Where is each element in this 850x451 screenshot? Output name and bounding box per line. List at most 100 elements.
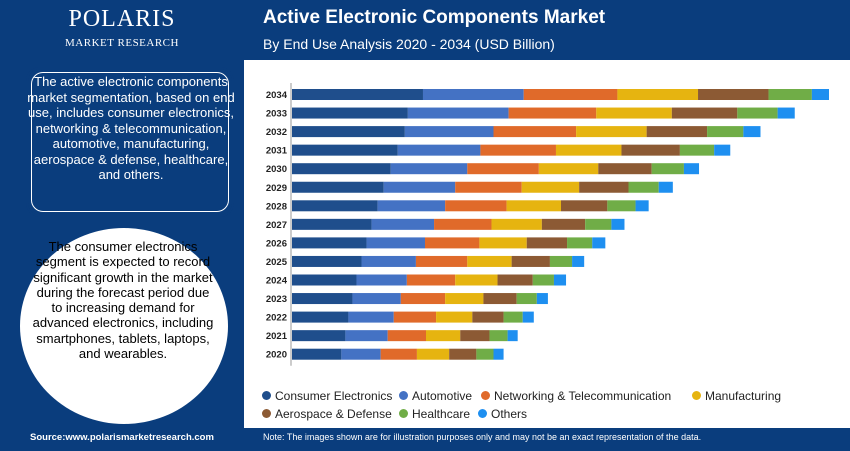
chart-subtitle: By End Use Analysis 2020 - 2034 (USD Bil…: [263, 36, 555, 52]
legend-label: Networking & Telecommunication: [494, 389, 672, 403]
bar-segment: [292, 107, 408, 119]
logo-title: POLARIS: [68, 6, 176, 32]
bar-segment: [532, 274, 554, 286]
logo: POLARIS MARKET RESEARCH: [0, 0, 244, 60]
y-tick-label: 2028: [266, 201, 287, 212]
bar-segment: [508, 107, 597, 119]
header-bar: [0, 0, 850, 60]
legend-label: Aerospace & Defense: [275, 407, 392, 421]
bar-segment: [356, 274, 407, 286]
bar-segment: [415, 255, 468, 267]
bar-segment: [567, 237, 593, 249]
bar-segment: [393, 311, 437, 323]
bar-segment: [651, 163, 684, 175]
bar-segment: [404, 126, 494, 138]
bar-segment: [292, 274, 357, 286]
bar-segment: [683, 163, 700, 175]
bar-segment: [491, 218, 542, 230]
bar-segment: [455, 274, 498, 286]
bar-segment: [348, 311, 394, 323]
bar-segment: [292, 311, 349, 323]
bar-segment: [621, 144, 680, 156]
bar-segment: [292, 255, 362, 267]
bar-segment: [425, 330, 461, 342]
bar-segment: [292, 181, 384, 193]
y-tick-label: 2026: [266, 238, 287, 249]
bar-segment: [352, 293, 401, 305]
bar-segment: [592, 237, 606, 249]
bar-segment: [292, 218, 372, 230]
stacked-bar-chart: 2034 2033 2032 2031 2030 2029 2028 2027 2026 2025…: [266, 83, 829, 366]
bar-segment: [679, 144, 715, 156]
bar-segment: [511, 255, 550, 267]
legend-marker: [399, 409, 408, 419]
legend-marker: [481, 391, 490, 401]
bar-segment: [596, 107, 672, 119]
bar-segment: [585, 218, 612, 230]
y-tick-label: 2031: [266, 146, 288, 157]
bar-segment: [397, 144, 481, 156]
y-tick-label: 2023: [266, 294, 287, 305]
bar-segment: [555, 144, 622, 156]
bar-segment: [292, 237, 367, 249]
bar-segment: [371, 218, 435, 230]
bar-segment: [607, 200, 636, 212]
bar-segment: [743, 126, 761, 138]
bar-segment: [493, 126, 577, 138]
bar-segment: [292, 348, 342, 360]
bar-segment: [497, 274, 533, 286]
bar-segment: [292, 163, 391, 175]
bar-segment: [434, 218, 492, 230]
legend-label: Automotive: [412, 389, 473, 403]
bar-segment: [424, 237, 480, 249]
bar-segment: [455, 181, 522, 193]
y-tick-label: 2033: [266, 109, 287, 120]
bar-segment: [617, 89, 699, 100]
bar-segment: [449, 348, 477, 360]
bar-segment: [436, 311, 473, 323]
bar-segment: [549, 255, 573, 267]
bar-segment: [628, 181, 659, 193]
legend-item: Aerospace & Defense: [262, 407, 392, 421]
bar-segment: [536, 293, 548, 305]
bar-segment: [541, 218, 586, 230]
bar-segment: [576, 126, 647, 138]
bar-segment: [714, 144, 731, 156]
bar-segment: [479, 237, 527, 249]
bar-segment: [476, 348, 494, 360]
bar-segment: [516, 293, 537, 305]
bar-segment: [467, 163, 539, 175]
chart-title: Active Electronic Components Market: [263, 7, 606, 28]
y-tick-label: 2030: [266, 164, 287, 175]
bar-segment: [707, 126, 744, 138]
bar-segment: [292, 144, 398, 156]
bar-segment: [390, 163, 468, 175]
bar-segment: [472, 311, 504, 323]
bar-segment: [467, 255, 512, 267]
bar-segment: [345, 330, 388, 342]
bar-segment: [383, 181, 456, 193]
legend-marker: [399, 391, 408, 401]
legend-label: Others: [491, 407, 528, 421]
disclaimer-note: Note: The images shown are for illustrat…: [263, 432, 702, 442]
bar-segment: [483, 293, 517, 305]
bar-segment: [361, 255, 416, 267]
legend-item: Manufacturing: [692, 389, 781, 403]
bar-segment: [292, 200, 378, 212]
y-tick-label: 2020: [266, 350, 287, 361]
bar-segment: [292, 330, 346, 342]
y-tick-label: 2029: [266, 183, 287, 194]
bar-segment: [377, 200, 446, 212]
bar-segment: [292, 89, 423, 100]
bar-segment: [671, 107, 738, 119]
bar-segment: [538, 163, 599, 175]
bar-segment: [698, 89, 769, 100]
bar-segment: [523, 89, 618, 100]
bar-segment: [387, 330, 426, 342]
bar-segment: [292, 126, 405, 138]
bar-segment: [507, 330, 518, 342]
bar-segment: [366, 237, 425, 249]
bar-segment: [777, 107, 795, 119]
bar-segment: [292, 293, 353, 305]
bar-segment: [445, 293, 484, 305]
